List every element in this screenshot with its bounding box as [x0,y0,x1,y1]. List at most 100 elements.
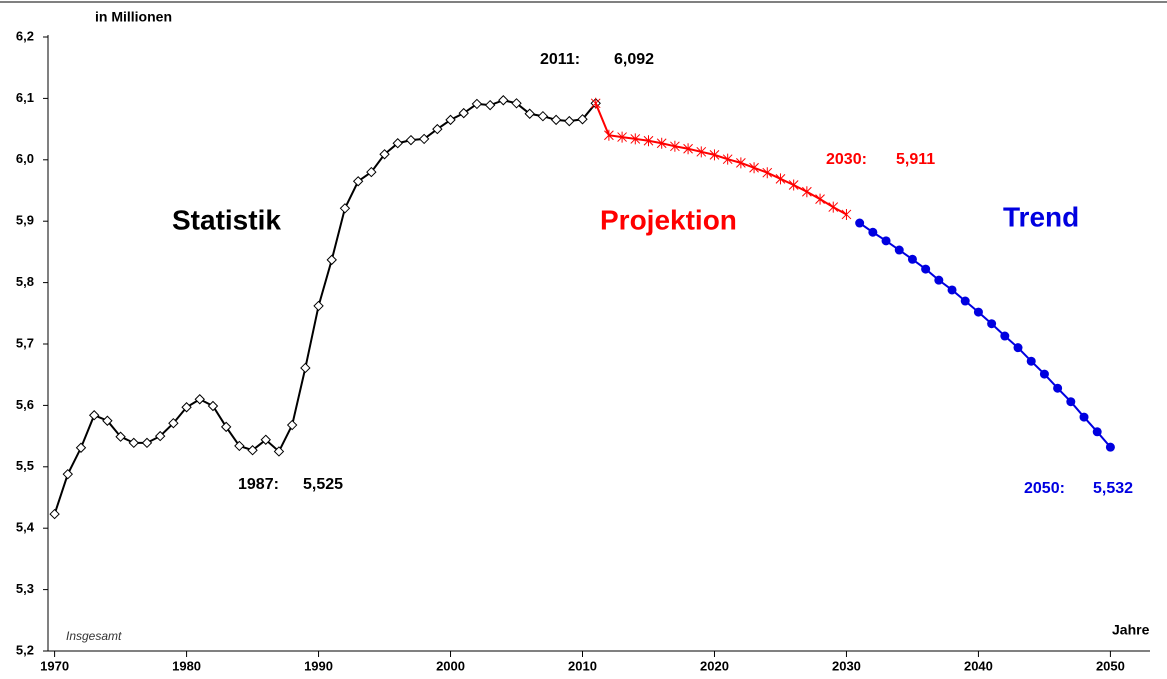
series-line [594,102,847,216]
point [815,193,825,205]
point [102,415,113,426]
point [788,179,799,191]
point [683,143,693,155]
annotation-value: 6,092 [614,51,654,68]
x-tick-label: 1990 [304,658,333,673]
point [907,254,917,264]
point [286,419,298,431]
note: Insgesamt [66,629,122,643]
point [537,110,549,122]
x-tick-label: 2020 [700,658,729,673]
point [273,446,285,457]
y-tick-label: 6,2 [16,28,34,43]
point [670,140,680,152]
point [736,157,746,169]
y-tick-label: 5,3 [16,581,34,596]
y-tick-label: 5,6 [16,397,34,412]
y-tick-label: 6,1 [16,90,34,105]
point [709,149,720,161]
point [656,137,667,149]
x-tick-label: 2040 [964,658,993,673]
point [141,437,153,449]
series-line [53,99,597,515]
annotation-value: 5,911 [896,151,935,168]
point [577,114,588,125]
point [445,114,456,126]
x-tick-label: 2050 [1096,658,1125,673]
point [855,218,865,228]
point [339,203,351,214]
series-label: Projektion [600,204,737,235]
point [511,98,522,109]
point [987,319,997,329]
series-label: Trend [1003,201,1079,232]
point [260,434,271,445]
point [868,227,878,237]
point [828,201,839,213]
point [300,362,311,374]
y-tick-label: 5,5 [16,458,34,473]
x-tick-label: 1980 [172,658,201,673]
point [88,410,100,421]
point [749,162,759,174]
y-tick-label: 5,2 [16,642,34,657]
y-axis-label: in Millionen [95,9,172,25]
point [313,300,324,312]
point [550,114,562,126]
series-line [859,222,1112,448]
point [881,236,891,246]
point [1092,427,1102,437]
point [643,135,654,147]
point [894,245,904,255]
series-label: Statistik [172,204,281,235]
point [168,417,179,429]
point [405,134,417,146]
point [973,307,983,317]
point [75,442,87,453]
point [775,173,786,185]
point [194,394,205,405]
y-tick-label: 5,4 [16,520,35,535]
point [960,296,970,306]
point [471,98,483,110]
annotation-value: 5,525 [303,476,343,493]
point [604,129,614,141]
point [1013,343,1023,353]
point [630,133,641,145]
x-tick-label: 2030 [832,658,861,673]
x-tick-label: 1970 [40,658,69,673]
point [1066,397,1076,407]
annotation-year: 1987: [238,476,279,493]
point [366,166,377,178]
point [181,402,192,413]
annotation-year: 2011: [540,51,580,68]
point [326,254,337,266]
point [1053,383,1063,393]
y-tick-label: 6,0 [16,151,34,166]
point [802,186,812,198]
point [524,108,535,119]
point [1000,331,1010,341]
point [762,167,773,179]
point [418,133,430,145]
x-tick-label: 2000 [436,658,465,673]
y-tick-label: 5,8 [16,274,34,289]
y-tick-label: 5,9 [16,213,34,228]
point [1039,369,1049,379]
annotation-year: 2050: [1024,480,1065,497]
x-axis-label: Jahre [1112,622,1150,638]
point [432,123,443,135]
point [234,440,245,452]
point [590,97,601,109]
y-tick-label: 5,7 [16,335,34,350]
point [247,445,258,456]
point [921,264,931,274]
point [1079,412,1089,422]
point [154,430,166,442]
point [49,508,60,520]
point [115,431,126,442]
point [484,99,496,111]
annotation-value: 5,532 [1093,480,1133,497]
point [458,107,469,119]
